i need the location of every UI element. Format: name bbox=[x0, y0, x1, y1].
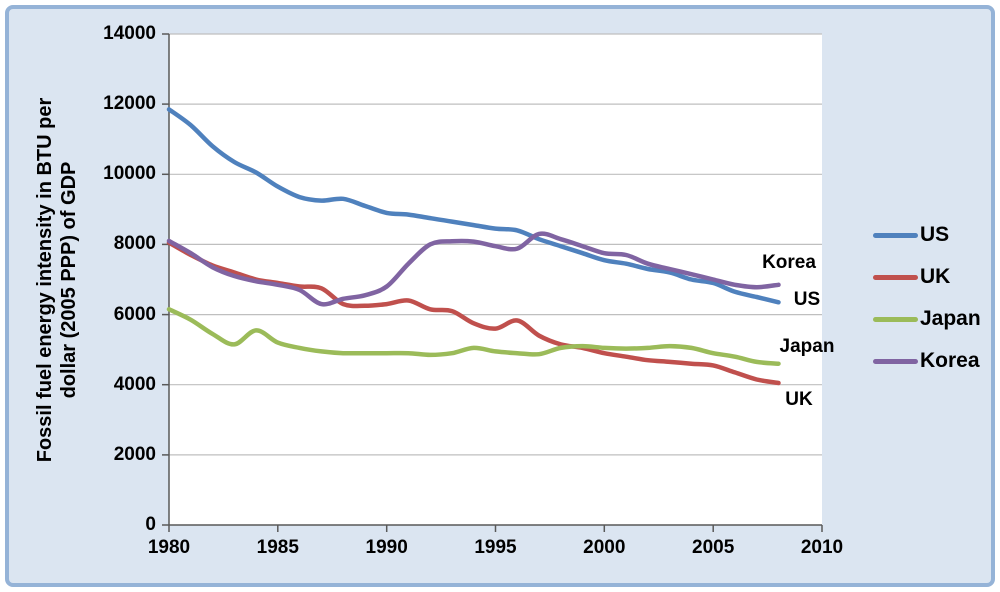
legend-item-korea: Korea bbox=[873, 340, 981, 382]
series-line-us bbox=[166, 107, 781, 305]
y-tick-label-10000: 10000 bbox=[103, 163, 156, 185]
y-tick-label-0: 0 bbox=[145, 514, 156, 535]
series-line-japan bbox=[166, 307, 781, 366]
y-tick-label-8000: 8000 bbox=[113, 233, 156, 255]
legend-item-japan: Japan bbox=[873, 298, 981, 340]
y-axis-tick-labels: 0 2000 4000 6000 8000 10000 12000 14000 bbox=[0, 0, 156, 592]
x-tick-label-1990: 1990 bbox=[365, 537, 408, 558]
x-tick-label-1980: 1980 bbox=[147, 537, 191, 558]
x-tick-label-1985: 1985 bbox=[256, 537, 299, 558]
series-end-label-uk: UK bbox=[785, 389, 813, 410]
legend: US UK Japan Korea bbox=[873, 214, 981, 382]
x-tick-label-2010: 2010 bbox=[800, 537, 844, 558]
legend-item-uk: UK bbox=[873, 256, 981, 298]
y-tick-label-12000: 12000 bbox=[103, 93, 156, 115]
x-tick-label-2005: 2005 bbox=[692, 537, 735, 558]
y-tick-label-2000: 2000 bbox=[113, 443, 156, 465]
legend-swatch-japan bbox=[873, 316, 918, 322]
legend-swatch-us bbox=[873, 232, 918, 238]
series-end-label-us: US bbox=[793, 289, 821, 310]
legend-label-uk: UK bbox=[920, 265, 951, 288]
y-tick-label-6000: 6000 bbox=[113, 303, 156, 325]
legend-item-us: US bbox=[873, 214, 981, 256]
series-line-korea bbox=[166, 231, 781, 307]
x-tick-label-1995: 1995 bbox=[474, 537, 517, 558]
series-end-label-japan: Japan bbox=[779, 336, 835, 357]
legend-swatch-korea bbox=[873, 358, 918, 364]
x-tick-label-2000: 2000 bbox=[583, 537, 626, 558]
legend-label-korea: Korea bbox=[920, 349, 980, 372]
legend-label-us: US bbox=[920, 223, 950, 246]
y-tick-label-4000: 4000 bbox=[113, 373, 156, 395]
legend-swatch-uk bbox=[873, 274, 918, 280]
y-tick-label-14000: 14000 bbox=[103, 23, 156, 44]
series-end-label-korea: Korea bbox=[762, 252, 816, 273]
legend-label-japan: Japan bbox=[920, 307, 981, 330]
